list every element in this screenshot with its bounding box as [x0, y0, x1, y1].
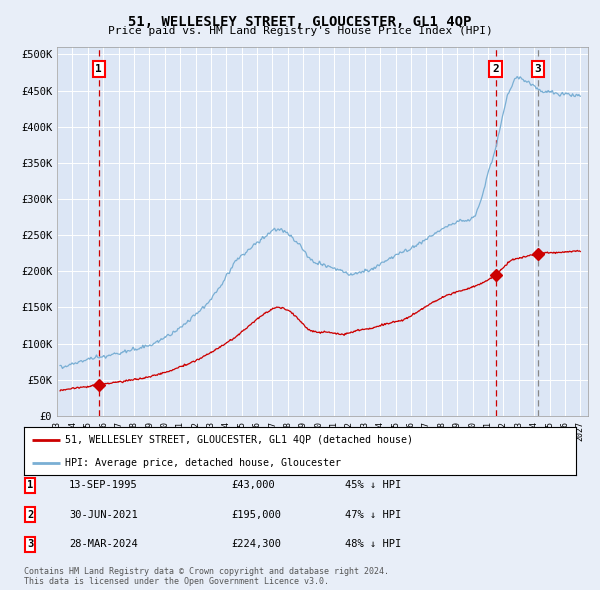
Text: £43,000: £43,000 — [231, 480, 275, 490]
Text: 47% ↓ HPI: 47% ↓ HPI — [345, 510, 401, 520]
Text: 2: 2 — [492, 64, 499, 74]
Text: 2: 2 — [27, 510, 33, 520]
Text: 28-MAR-2024: 28-MAR-2024 — [69, 539, 138, 549]
Text: Price paid vs. HM Land Registry's House Price Index (HPI): Price paid vs. HM Land Registry's House … — [107, 26, 493, 36]
Text: 51, WELLESLEY STREET, GLOUCESTER, GL1 4QP: 51, WELLESLEY STREET, GLOUCESTER, GL1 4Q… — [128, 15, 472, 30]
Text: 30-JUN-2021: 30-JUN-2021 — [69, 510, 138, 520]
Text: £195,000: £195,000 — [231, 510, 281, 520]
Text: 1: 1 — [95, 64, 102, 74]
Text: 3: 3 — [535, 64, 541, 74]
Text: 3: 3 — [27, 539, 33, 549]
Text: 48% ↓ HPI: 48% ↓ HPI — [345, 539, 401, 549]
Text: £224,300: £224,300 — [231, 539, 281, 549]
Text: 45% ↓ HPI: 45% ↓ HPI — [345, 480, 401, 490]
Text: HPI: Average price, detached house, Gloucester: HPI: Average price, detached house, Glou… — [65, 458, 341, 468]
Text: 13-SEP-1995: 13-SEP-1995 — [69, 480, 138, 490]
Text: 51, WELLESLEY STREET, GLOUCESTER, GL1 4QP (detached house): 51, WELLESLEY STREET, GLOUCESTER, GL1 4Q… — [65, 435, 413, 445]
Text: 1: 1 — [27, 480, 33, 490]
Text: Contains HM Land Registry data © Crown copyright and database right 2024.
This d: Contains HM Land Registry data © Crown c… — [24, 567, 389, 586]
